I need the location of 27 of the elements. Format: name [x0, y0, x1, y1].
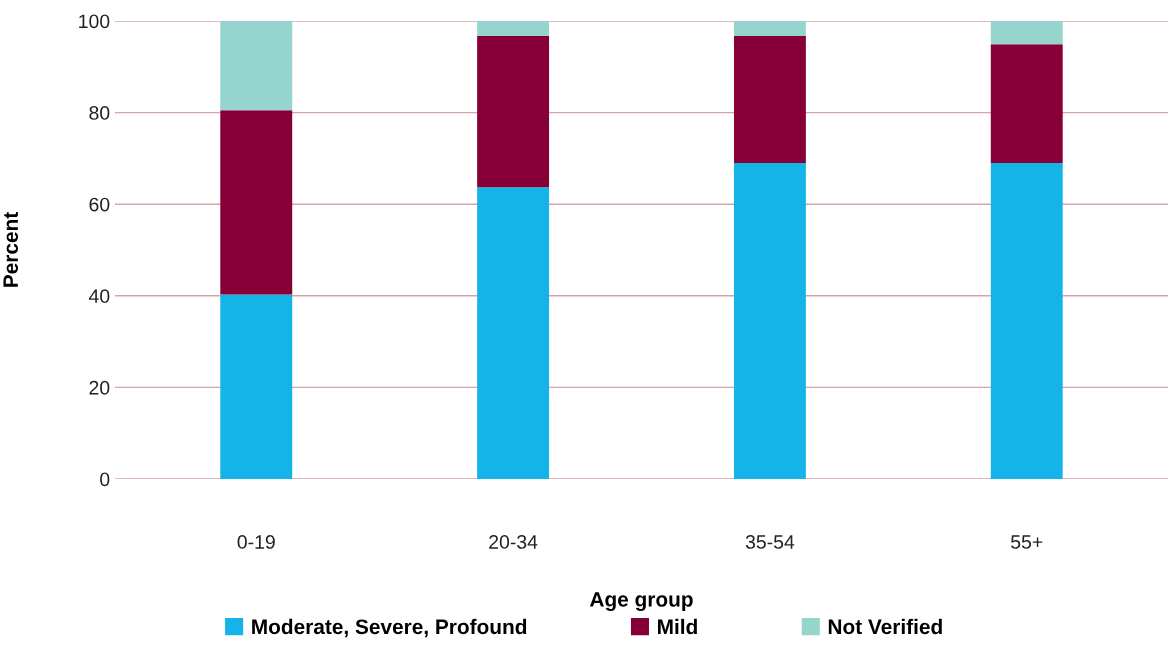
x-tick-label: 55+	[1011, 535, 1043, 549]
legend-label: Mild	[658, 618, 697, 635]
bar	[477, 21, 550, 36]
bar	[477, 187, 550, 479]
bar	[990, 162, 1063, 479]
bar	[990, 44, 1063, 163]
bar	[477, 35, 550, 188]
legend-label: Not Verified	[828, 618, 942, 635]
x-tick-label: 35-54	[745, 535, 795, 549]
bar	[733, 36, 806, 163]
x-tick-label: 0-19	[237, 535, 275, 549]
y-axis-title: Percent	[3, 212, 19, 287]
y-tick-label: 80	[89, 106, 110, 120]
y-tick-label: 0	[100, 472, 110, 487]
y-tick-label: 100	[79, 14, 110, 29]
bar	[733, 21, 806, 37]
bar	[220, 21, 293, 111]
bar	[990, 21, 1063, 45]
y-tick-label: 60	[89, 197, 110, 212]
y-tick-label: 20	[89, 380, 110, 395]
x-tick-label: 20-34	[489, 535, 538, 549]
bar	[733, 162, 806, 479]
y-tick-label: 40	[88, 289, 110, 304]
x-axis-title: Age group	[589, 592, 693, 611]
bar	[220, 294, 293, 479]
bar	[220, 110, 293, 295]
legend-label: Moderate, Severe, Profound	[252, 618, 527, 638]
